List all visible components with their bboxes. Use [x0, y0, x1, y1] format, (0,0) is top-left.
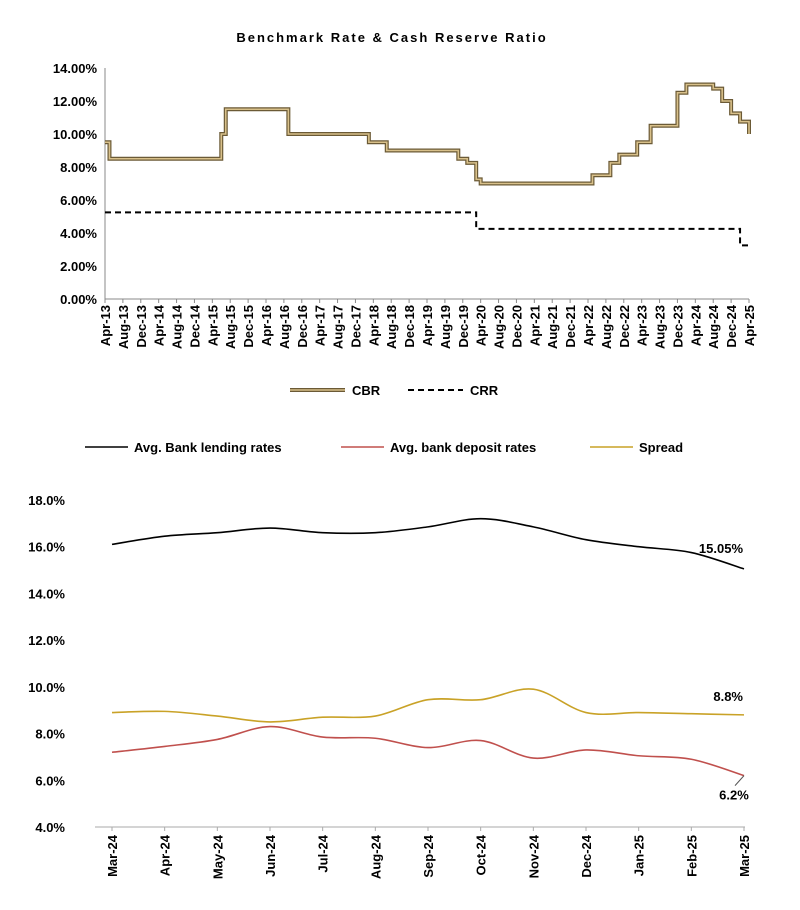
legend-lending-label: Avg. Bank lending rates — [134, 440, 282, 455]
x-tick-label: Aug-19 — [438, 305, 453, 349]
x-tick-label: Mar-24 — [105, 834, 120, 877]
x-tick-label: Dec-17 — [348, 305, 363, 348]
lending-end-label: 15.05% — [699, 541, 744, 556]
y-tick-label: 18.0% — [28, 493, 65, 508]
x-tick-label: Aug-18 — [384, 305, 399, 349]
legend-spread-label: Spread — [639, 440, 683, 455]
x-tick-label: Aug-13 — [116, 305, 131, 349]
x-tick-label: Dec-18 — [402, 305, 417, 348]
x-tick-label: Dec-21 — [563, 305, 578, 348]
legend-deposit-label: Avg. bank deposit rates — [390, 440, 536, 455]
x-tick-label: Mar-25 — [737, 835, 752, 877]
x-tick-label: Dec-14 — [187, 304, 202, 347]
x-tick-label: Oct-24 — [474, 834, 489, 875]
x-tick-label: Apr-16 — [259, 305, 274, 346]
x-tick-label: Apr-20 — [474, 305, 489, 346]
x-tick-label: Nov-24 — [526, 834, 541, 878]
x-tick-label: Apr-15 — [205, 305, 220, 346]
deposit-label-leader — [734, 775, 745, 786]
x-tick-label: Dec-16 — [295, 305, 310, 348]
bank-rates-chart: Avg. Bank lending rates Avg. bank deposit… — [28, 440, 752, 879]
x-tick-label: Aug-21 — [545, 305, 560, 349]
x-tick-label: Apr-22 — [581, 305, 596, 346]
x-tick-label: Dec-15 — [241, 305, 256, 348]
x-tick-label: Apr-18 — [366, 305, 381, 346]
x-tick-label: Aug-17 — [331, 305, 346, 349]
x-tick-label: Apr-13 — [98, 305, 113, 346]
x-tick-label: Jul-24 — [316, 834, 331, 872]
x-tick-label: Aug-22 — [599, 305, 614, 349]
y-tick-label: 10.00% — [53, 127, 98, 142]
y-tick-label: 2.00% — [60, 259, 97, 274]
avg-bank-lending-rates-series-line — [111, 517, 745, 570]
y-tick-label: 4.00% — [60, 226, 97, 241]
y-tick-label: 12.0% — [28, 633, 65, 648]
x-tick-label: Aug-24 — [368, 834, 383, 879]
x-tick-label: Sep-24 — [421, 834, 436, 877]
y-tick-label: 4.0% — [35, 820, 65, 835]
benchmark-rate-chart: Benchmark Rate & Cash Reserve Ratio 0.00… — [53, 30, 757, 398]
y-tick-label: 0.00% — [60, 292, 97, 307]
crr-series-line — [105, 211, 749, 247]
x-tick-label: Apr-21 — [527, 305, 542, 346]
x-tick-label: Dec-20 — [509, 305, 524, 348]
cbr-series-outline — [105, 82, 751, 186]
y-tick-label: 8.0% — [35, 727, 65, 742]
y-tick-label: 10.0% — [28, 680, 65, 695]
x-tick-label: Aug-14 — [170, 304, 185, 349]
x-tick-label: Jan-25 — [632, 835, 647, 876]
x-tick-label: Feb-25 — [684, 835, 699, 877]
y-tick-label: 6.0% — [35, 773, 65, 788]
avg-bank-deposit-rates-series-line — [111, 725, 745, 777]
y-tick-label: 16.0% — [28, 540, 65, 555]
x-tick-label: Apr-24 — [688, 304, 703, 346]
x-tick-label: Aug-24 — [706, 304, 721, 349]
legend-crr-label: CRR — [470, 383, 499, 398]
y-tick-label: 6.00% — [60, 193, 97, 208]
x-tick-label: Dec-19 — [456, 305, 471, 348]
x-tick-label: Aug-23 — [653, 305, 668, 349]
y-tick-label: 8.00% — [60, 160, 97, 175]
x-tick-label: Aug-20 — [492, 305, 507, 349]
x-tick-label: Apr-23 — [635, 305, 650, 346]
deposit-end-label: 6.2% — [719, 788, 749, 803]
y-tick-label: 14.00% — [53, 61, 98, 76]
x-tick-label: Apr-19 — [420, 305, 435, 346]
x-tick-label: Dec-13 — [134, 305, 149, 348]
x-tick-label: Dec-22 — [617, 305, 632, 348]
cbr-series-line — [105, 83, 750, 185]
y-tick-label: 12.00% — [53, 94, 98, 109]
spread-series-line — [111, 688, 745, 723]
y-tick-label: 14.0% — [28, 586, 65, 601]
x-tick-label: Aug-15 — [223, 305, 238, 349]
x-tick-label: Apr-17 — [313, 305, 328, 346]
x-tick-label: Dec-24 — [724, 304, 739, 347]
x-tick-label: Apr-25 — [742, 305, 757, 346]
x-tick-label: Apr-14 — [152, 304, 167, 346]
x-tick-label: Aug-16 — [277, 305, 292, 349]
chart-title: Benchmark Rate & Cash Reserve Ratio — [236, 30, 547, 45]
x-tick-label: Apr-24 — [158, 834, 173, 876]
x-tick-label: Dec-24 — [579, 834, 594, 877]
x-tick-label: Jun-24 — [263, 834, 278, 877]
x-tick-label: Dec-23 — [670, 305, 685, 348]
x-tick-label: May-24 — [210, 834, 225, 879]
spread-end-label: 8.8% — [713, 689, 743, 704]
legend-cbr-label: CBR — [352, 383, 381, 398]
